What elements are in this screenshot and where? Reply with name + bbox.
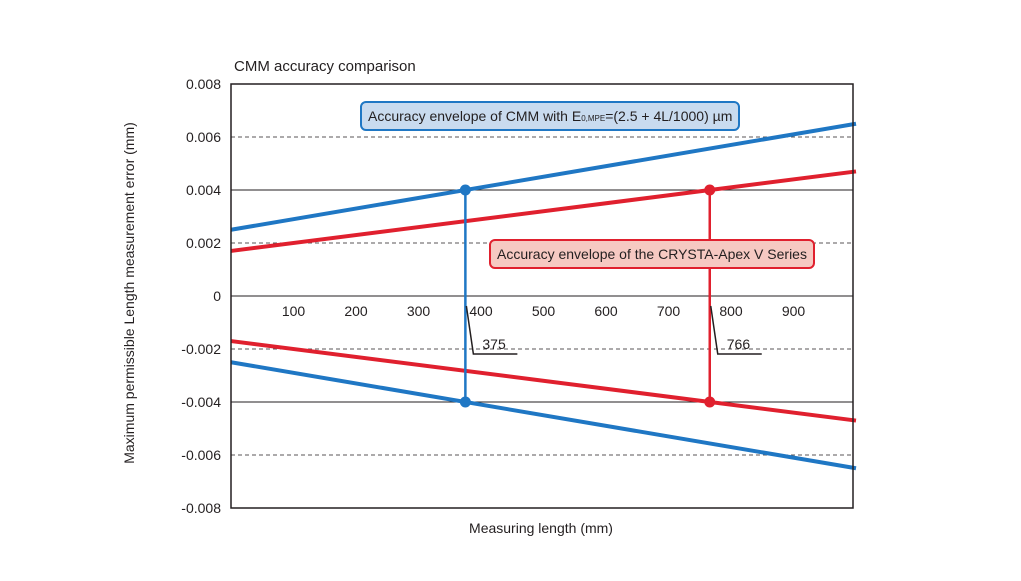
callout-leader-375 (465, 305, 518, 355)
legend-cmm-envelope: Accuracy envelope of CMM with E0,MPE=(2.… (360, 101, 741, 131)
x-tick-label: 300 (407, 303, 431, 319)
y-tick-label: 0.004 (186, 182, 221, 198)
series-line-cmm-upper (230, 121, 857, 232)
legend-crysta-text: Accuracy envelope of the CRYSTA-Apex V S… (497, 246, 807, 262)
x-tick-label: 800 (719, 303, 743, 319)
legend-cmm-subscript: 0,MPE (581, 114, 606, 123)
x-tick-label: 500 (532, 303, 556, 319)
x-tick-label: 600 (594, 303, 618, 319)
x-tick-label: 200 (344, 303, 368, 319)
y-axis-label: Maximum permissible Length measurement e… (121, 122, 137, 464)
marker-point-bottom-766 (704, 396, 716, 408)
y-tick-label: 0.002 (186, 235, 221, 251)
x-tick-label: 400 (469, 303, 493, 319)
plot-frame (230, 83, 854, 509)
x-tick-label: 900 (782, 303, 806, 319)
chart-title: CMM accuracy comparison (234, 58, 416, 75)
y-tick-label: 0.006 (186, 129, 221, 145)
x-tick-label: 700 (657, 303, 681, 319)
series-line-crysta-upper (230, 169, 857, 253)
x-axis-label: Measuring length (mm) (469, 520, 613, 536)
callout-leader-766 (710, 305, 762, 355)
marker-point-top-766 (704, 184, 716, 196)
y-tick-label: -0.006 (181, 447, 221, 463)
y-tick-label: -0.004 (181, 394, 221, 410)
y-tick-label: 0.008 (186, 76, 221, 92)
y-tick-label: -0.008 (181, 500, 221, 516)
marker-point-bottom-375 (459, 396, 471, 408)
legend-crysta-envelope: Accuracy envelope of the CRYSTA-Apex V S… (489, 239, 815, 269)
series-line-cmm-lower (230, 360, 857, 471)
legend-cmm-suffix: =(2.5 + 4L/1000) µm (605, 108, 733, 124)
series-line-crysta-lower (230, 339, 857, 423)
legend-cmm-prefix: Accuracy envelope of CMM with E (368, 108, 582, 124)
y-tick-label: 0 (213, 288, 221, 304)
callout-label-375: 375 (482, 336, 506, 352)
x-tick-label: 100 (282, 303, 306, 319)
y-tick-label: -0.002 (181, 341, 221, 357)
callout-label-766: 766 (727, 336, 751, 352)
marker-point-top-375 (459, 184, 471, 196)
